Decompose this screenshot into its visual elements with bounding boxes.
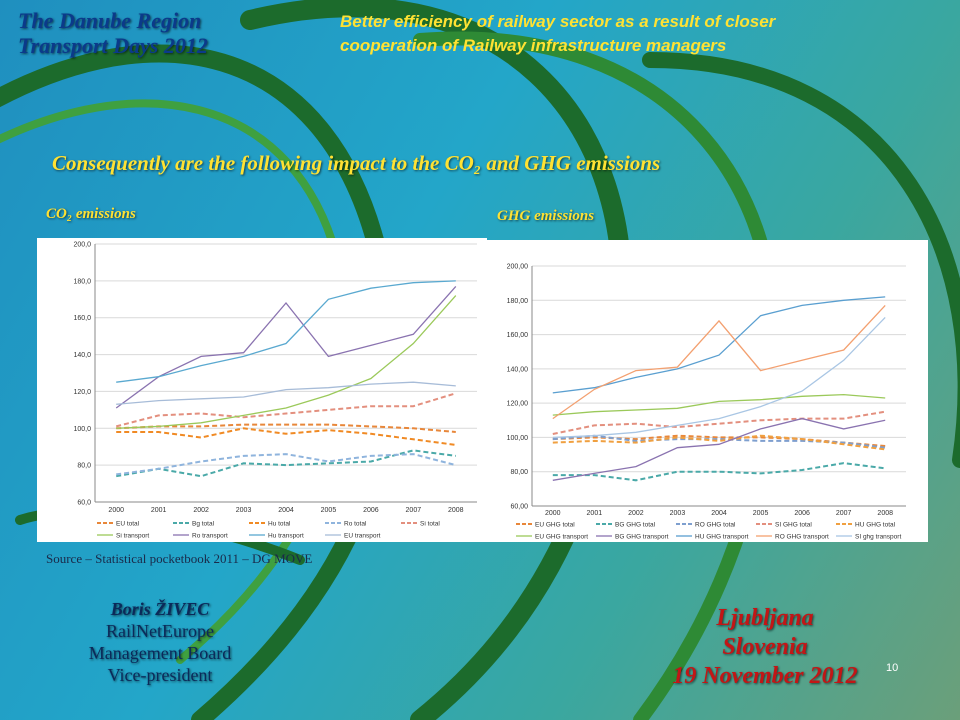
x-tick-label: 2003 [670,510,686,517]
x-tick-label: 2004 [278,507,294,514]
subtitle: Better efficiency of railway sector as a… [340,10,775,58]
x-tick-label: 2001 [151,507,167,514]
legend-label: Hu transport [268,533,304,540]
y-tick-label: 100,0 [73,426,91,433]
x-tick-label: 2005 [321,507,337,514]
y-tick-label: 160,00 [507,332,529,339]
legend-label: Ro total [344,521,367,528]
legend-label: BG GHG total [615,522,656,529]
chart: 60,00 80,00 100,00 120,00 140,00 160,00 180,00… [486,240,928,542]
y-tick-label: 80,0 [77,463,91,470]
legend-label: Ro transport [192,533,228,540]
legend-label: HU GHG transport [695,534,749,541]
x-tick-label: 2001 [587,510,603,517]
author: Boris ŽIVEC RailNetEurope Management Boa… [40,598,280,686]
subtitle-line: cooperation of Railway infrastructure ma… [340,36,727,55]
legend-label: Si transport [116,533,149,540]
y-tick-label: 100,00 [507,435,529,442]
y-tick-label: 120,00 [507,401,529,408]
series-line [116,381,456,405]
series-line [552,316,886,439]
x-tick-label: 2005 [753,510,769,517]
author-line: RailNetEurope [106,621,214,641]
legend-label: SI GHG total [775,522,812,529]
subtitle-line: Better efficiency of railway sector as a… [340,12,776,31]
x-tick-label: 2002 [628,510,644,517]
y-tick-label: 140,00 [507,366,529,373]
y-tick-label: 180,0 [73,278,91,285]
author-line: Vice-president [107,665,213,685]
series-line [115,392,457,428]
place: Ljubljana Slovenia 19 November 2012 [640,604,890,691]
x-tick-label: 2008 [448,507,464,514]
author-line: Management Board [88,643,232,663]
x-tick-label: 2006 [363,507,379,514]
legend-label: Si total [420,521,440,528]
series-line [552,304,886,420]
legend-label: HU GHG total [855,522,896,529]
chart: 60,0 80,0 100,0 120,0 140,0 160,0 180,0 200,0 20… [37,238,487,542]
series-line [116,453,457,476]
page-number: 10 [886,662,899,674]
legend-label: EU transport [344,533,381,540]
y-tick-label: 60,00 [510,504,528,511]
y-tick-label: 200,00 [507,264,529,271]
x-tick-label: 2007 [406,507,422,514]
place-line: Slovenia [722,634,808,660]
legend-label: RO GHG transport [775,534,829,541]
x-tick-label: 2007 [836,510,852,517]
chart-title: GHG emissions [497,208,595,224]
series-line [116,280,456,383]
author-name: Boris ŽIVEC [110,599,210,619]
x-tick-label: 2006 [794,510,810,517]
x-tick-label: 2008 [877,510,893,517]
series-line [116,295,457,429]
legend-label: EU total [116,521,140,528]
series-line [552,393,886,416]
x-tick-label: 2002 [193,507,209,514]
title-line: Transport Days 2012 [18,33,208,58]
x-tick-label: 2003 [236,507,252,514]
chart-title: CO₂ emissions [46,206,136,222]
series-line [552,410,886,435]
title-line: The Danube Region [18,8,202,33]
y-tick-label: 120,0 [73,389,91,396]
arc [642,52,960,468]
series-line [116,423,456,433]
place-line: Ljubljana [716,605,814,631]
source: Source – Statistical pocketbook 2011 – D… [46,551,313,566]
series-line [115,285,457,409]
y-tick-label: 160,0 [73,315,91,322]
y-tick-label: 140,0 [73,352,91,359]
y-tick-label: 180,00 [507,298,529,305]
legend-label: EU GHG total [535,522,575,529]
series-line [552,296,886,394]
legend-label: RO GHG total [695,522,736,529]
legend-label: Hu total [268,521,291,528]
series-line [552,417,886,481]
title: The Danube Region Transport Days 2012 [18,8,208,58]
legend-label: SI ghg transport [855,534,901,541]
legend-label: EU GHG transport [535,534,588,541]
y-tick-label: 200,0 [73,242,91,249]
y-tick-label: 60,0 [77,500,91,507]
place-line: 19 November 2012 [672,663,858,689]
legend-label: BG GHG transport [615,534,669,541]
legend-label: Bg total [192,521,215,528]
x-tick-label: 2000 [545,510,561,517]
heading: Consequently are the following impact to… [52,151,661,175]
x-tick-label: 2004 [711,510,727,517]
y-tick-label: 80,00 [510,469,528,476]
x-tick-label: 2000 [108,507,124,514]
series-line [116,449,456,478]
series-line [116,427,456,446]
